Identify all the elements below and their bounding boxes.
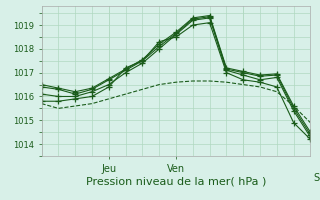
X-axis label: Pression niveau de la mer( hPa ): Pression niveau de la mer( hPa ) <box>86 176 266 186</box>
Text: Sam: Sam <box>313 173 320 183</box>
